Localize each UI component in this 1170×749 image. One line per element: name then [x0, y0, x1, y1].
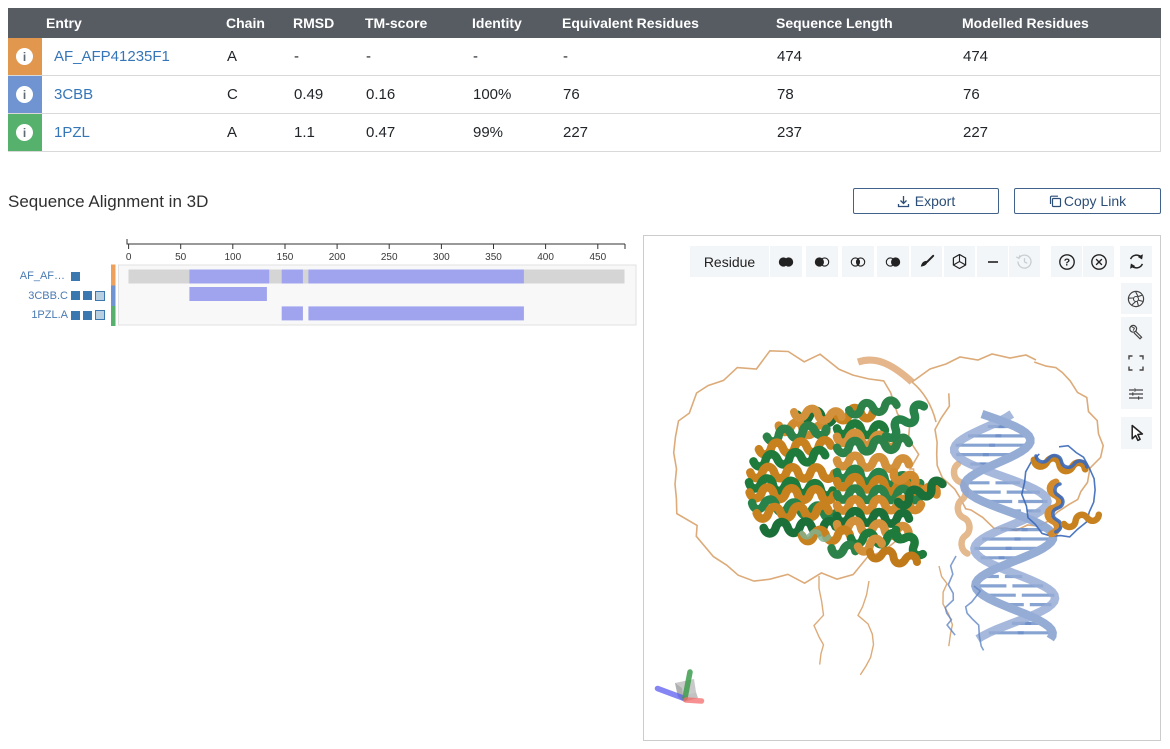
- svg-text:250: 250: [381, 252, 398, 263]
- svg-text:200: 200: [329, 252, 346, 263]
- svg-text:400: 400: [537, 252, 554, 263]
- svg-text:450: 450: [589, 252, 606, 263]
- svg-text:150: 150: [277, 252, 294, 263]
- svg-text:50: 50: [175, 252, 187, 263]
- svg-text:100: 100: [224, 252, 241, 263]
- svg-text:?: ?: [1063, 256, 1069, 268]
- svg-text:350: 350: [485, 252, 502, 263]
- svg-text:0: 0: [126, 252, 132, 263]
- svg-text:300: 300: [433, 252, 450, 263]
